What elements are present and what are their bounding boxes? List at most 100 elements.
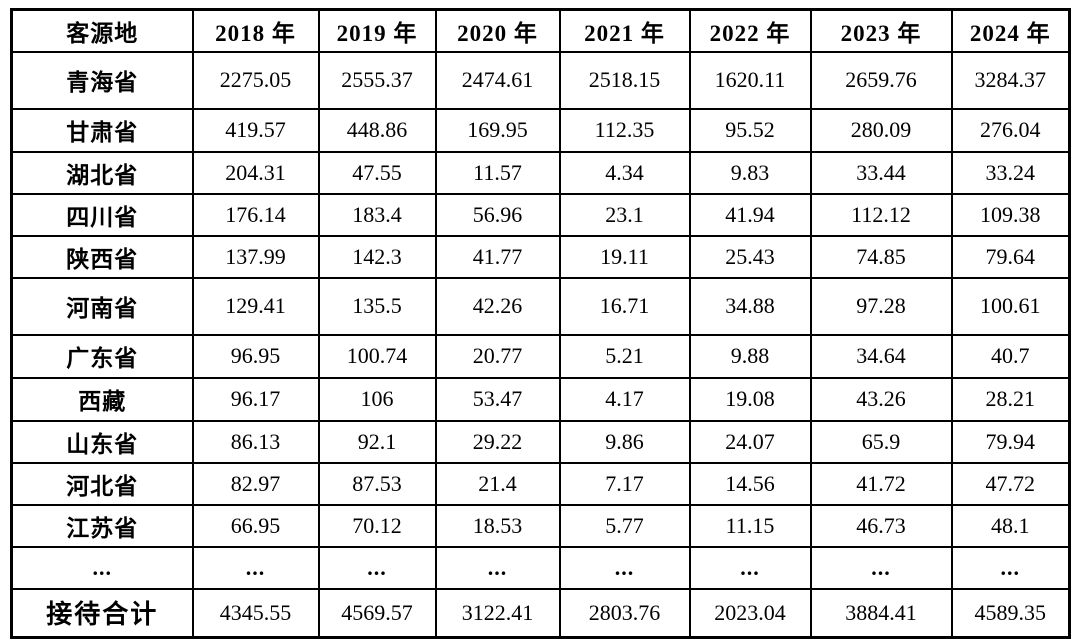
value-cell: 97.28: [809, 276, 953, 336]
value-cell: ...: [809, 545, 953, 590]
value-cell: 20.77: [434, 333, 561, 379]
table-row: 广东省 96.95 100.74 20.77 5.21 9.88 34.64 40.7: [10, 333, 1071, 379]
value-cell: 100.74: [317, 333, 437, 379]
table-body: 青海省 2275.05 2555.37 2474.61 2518.15 1620.11 26…: [10, 50, 1071, 639]
value-cell: 66.95: [191, 503, 320, 548]
value-cell: 34.88: [688, 276, 812, 336]
table-row: 四川省 176.14 183.4 56.96 23.1 41.94 112.12 109.38: [10, 192, 1071, 237]
value-cell: 204.31: [191, 150, 320, 195]
value-cell: ...: [688, 545, 812, 590]
value-cell: 33.24: [950, 150, 1071, 195]
value-cell: 82.97: [191, 461, 320, 506]
table-row: 江苏省 66.95 70.12 18.53 5.77 11.15 46.73 48.1: [10, 503, 1071, 548]
value-cell: ...: [950, 545, 1071, 590]
header-cell-year: 2019 年: [317, 8, 437, 53]
value-cell: 33.44: [809, 150, 953, 195]
header-cell-year: 2018 年: [191, 8, 320, 53]
value-cell: 5.21: [558, 333, 691, 379]
value-cell: 112.35: [558, 107, 691, 153]
value-cell: 135.5: [317, 276, 437, 336]
value-cell: 112.12: [809, 192, 953, 237]
table-row: 湖北省 204.31 47.55 11.57 4.34 9.83 33.44 33.24: [10, 150, 1071, 195]
value-cell: 276.04: [950, 107, 1071, 153]
value-cell: 41.77: [434, 234, 561, 279]
header-cell-year: 2022 年: [688, 8, 812, 53]
value-cell: 106: [317, 376, 437, 422]
value-cell: 9.86: [558, 419, 691, 464]
row-label: 山东省: [10, 419, 194, 464]
header-cell-year: 2023 年: [809, 8, 953, 53]
value-cell: 100.61: [950, 276, 1071, 336]
table-row: 山东省 86.13 92.1 29.22 9.86 24.07 65.9 79.94: [10, 419, 1071, 464]
value-cell: 28.21: [950, 376, 1071, 422]
value-cell: 40.7: [950, 333, 1071, 379]
value-cell: 23.1: [558, 192, 691, 237]
value-cell: 129.41: [191, 276, 320, 336]
value-cell: 86.13: [191, 419, 320, 464]
value-cell: 79.94: [950, 419, 1071, 464]
value-cell: ...: [434, 545, 561, 590]
value-cell: 7.17: [558, 461, 691, 506]
value-cell: 4569.57: [317, 587, 437, 639]
value-cell: 24.07: [688, 419, 812, 464]
value-cell: 29.22: [434, 419, 561, 464]
row-label: 甘肃省: [10, 107, 194, 153]
value-cell: 95.52: [688, 107, 812, 153]
value-cell: ...: [317, 545, 437, 590]
value-cell: 4345.55: [191, 587, 320, 639]
value-cell: ...: [191, 545, 320, 590]
table-row: 河北省 82.97 87.53 21.4 7.17 14.56 41.72 47.72: [10, 461, 1071, 506]
value-cell: 4.34: [558, 150, 691, 195]
row-label: 青海省: [10, 50, 194, 110]
header-cell-year: 2021 年: [558, 8, 691, 53]
value-cell: 41.94: [688, 192, 812, 237]
value-cell: 1620.11: [688, 50, 812, 110]
value-cell: 4.17: [558, 376, 691, 422]
value-cell: 2803.76: [558, 587, 691, 639]
value-cell: 9.83: [688, 150, 812, 195]
row-label: 广东省: [10, 333, 194, 379]
value-cell: 109.38: [950, 192, 1071, 237]
value-cell: 53.47: [434, 376, 561, 422]
value-cell: 142.3: [317, 234, 437, 279]
value-cell: 92.1: [317, 419, 437, 464]
value-cell: 42.26: [434, 276, 561, 336]
value-cell: 34.64: [809, 333, 953, 379]
value-cell: 2659.76: [809, 50, 953, 110]
value-cell: 176.14: [191, 192, 320, 237]
row-label: 江苏省: [10, 503, 194, 548]
table-row: 陕西省 137.99 142.3 41.77 19.11 25.43 74.85 79.64: [10, 234, 1071, 279]
value-cell: 2275.05: [191, 50, 320, 110]
value-cell: 14.56: [688, 461, 812, 506]
value-cell: 169.95: [434, 107, 561, 153]
header-cell-region: 客源地: [10, 8, 194, 53]
value-cell: 48.1: [950, 503, 1071, 548]
value-cell: 19.08: [688, 376, 812, 422]
row-label: 河北省: [10, 461, 194, 506]
value-cell: 2023.04: [688, 587, 812, 639]
value-cell: 11.15: [688, 503, 812, 548]
value-cell: 21.4: [434, 461, 561, 506]
value-cell: 74.85: [809, 234, 953, 279]
value-cell: 137.99: [191, 234, 320, 279]
value-cell: 56.96: [434, 192, 561, 237]
table-row: 青海省 2275.05 2555.37 2474.61 2518.15 1620.11 26…: [10, 50, 1071, 110]
row-label: ...: [10, 545, 194, 590]
row-label: 四川省: [10, 192, 194, 237]
value-cell: 70.12: [317, 503, 437, 548]
row-label: 陕西省: [10, 234, 194, 279]
value-cell: 96.95: [191, 333, 320, 379]
table-row: 河南省 129.41 135.5 42.26 16.71 34.88 97.28 100.61: [10, 276, 1071, 336]
value-cell: 2555.37: [317, 50, 437, 110]
table-row: 西藏 96.17 106 53.47 4.17 19.08 43.26 28.21: [10, 376, 1071, 422]
value-cell: 96.17: [191, 376, 320, 422]
value-cell: 18.53: [434, 503, 561, 548]
value-cell: ...: [558, 545, 691, 590]
value-cell: 43.26: [809, 376, 953, 422]
value-cell: 79.64: [950, 234, 1071, 279]
value-cell: 41.72: [809, 461, 953, 506]
value-cell: 448.86: [317, 107, 437, 153]
total-row: 接待合计 4345.55 4569.57 3122.41 2803.76 2023.04 3…: [10, 587, 1071, 639]
